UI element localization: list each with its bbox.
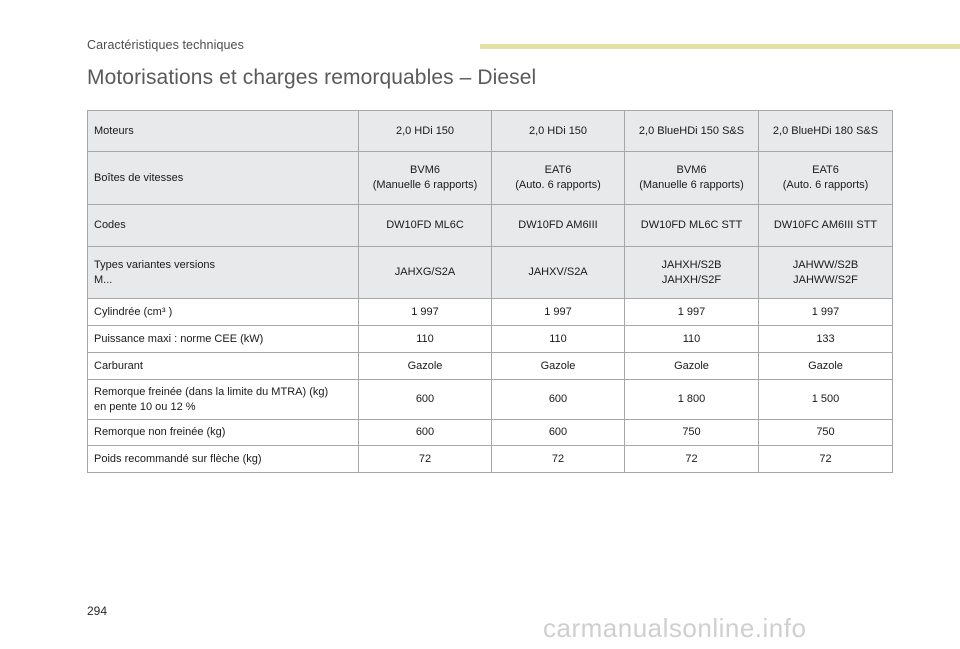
page-number: 294 [87,604,108,618]
table-cell: 133 [758,325,893,353]
table-cell: 72 [358,445,492,473]
table-cell: Gazole [491,352,625,380]
table-row-variants: Types variantes versions M... JAHXG/S2A … [87,246,893,299]
table-cell: BVM6 (Manuelle 6 rapports) [372,164,478,191]
header-accent-bar [480,44,960,49]
table-cell: 600 [358,419,492,446]
table-row-gearboxes: Boîtes de vitesses BVM6 (Manuelle 6 rapp… [87,151,893,205]
row-label: Codes [87,204,359,247]
table-cell: 110 [624,325,759,353]
table-cell: JAHWW/S2B JAHWW/S2F [792,258,859,286]
table-cell: DW10FC AM6III STT [758,204,893,247]
table-cell: 2,0 BlueHDi 180 S&S [758,110,893,152]
table-row-unbraked-trailer: Remorque non freinée (kg) 600 600 750 75… [87,419,893,446]
table-cell: 600 [358,379,492,420]
table-cell: EAT6 (Auto. 6 rapports) [515,164,601,191]
table-row-power: Puissance maxi : norme CEE (kW) 110 110 … [87,325,893,353]
table-row-codes: Codes DW10FD ML6C DW10FD AM6III DW10FD M… [87,204,893,247]
section-title: Caractéristiques techniques [87,38,244,52]
table-cell: 1 800 [624,379,759,420]
row-label: Types variantes versions M... [94,258,216,286]
watermark: carmanualsonline.info [543,613,807,643]
table-cell: 110 [491,325,625,353]
specifications-table: Moteurs 2,0 HDi 150 2,0 HDi 150 2,0 Blue… [87,110,893,473]
table-row-engines: Moteurs 2,0 HDi 150 2,0 HDi 150 2,0 Blue… [87,110,893,152]
table-row-nose-weight: Poids recommandé sur flèche (kg) 72 72 7… [87,445,893,473]
table-cell: JAHXG/S2A [358,246,492,299]
table-cell: 1 500 [758,379,893,420]
table-cell: BVM6 (Manuelle 6 rapports) [639,164,744,191]
table-cell: 2,0 BlueHDi 150 S&S [624,110,759,152]
table-cell: 72 [758,445,893,473]
table-cell: DW10FD ML6C [358,204,492,247]
row-label: Carburant [87,352,359,380]
row-label: Moteurs [87,110,359,152]
table-cell: 750 [758,419,893,446]
table-cell: Gazole [358,352,492,380]
table-cell: EAT6 (Auto. 6 rapports) [782,164,869,191]
table-cell: 600 [491,419,625,446]
table-cell: 2,0 HDi 150 [491,110,625,152]
table-cell: 72 [624,445,759,473]
table-cell: 1 997 [624,298,759,326]
table-row-fuel: Carburant Gazole Gazole Gazole Gazole [87,352,893,380]
table-cell: Gazole [624,352,759,380]
table-cell: 72 [491,445,625,473]
table-cell: JAHXH/S2B JAHXH/S2F [661,258,722,286]
row-label: Puissance maxi : norme CEE (kW) [87,325,359,353]
table-cell: DW10FD ML6C STT [624,204,759,247]
row-label: Poids recommandé sur flèche (kg) [87,445,359,473]
row-label: Boîtes de vitesses [87,151,359,205]
table-cell: 1 997 [758,298,893,326]
table-cell: 110 [358,325,492,353]
row-label: Remorque freinée (dans la limite du MTRA… [94,385,329,413]
row-label: Cylindrée (cm³ ) [87,298,359,326]
table-cell: 1 997 [491,298,625,326]
table-row-displacement: Cylindrée (cm³ ) 1 997 1 997 1 997 1 997 [87,298,893,326]
table-cell: DW10FD AM6III [491,204,625,247]
table-row-braked-trailer: Remorque freinée (dans la limite du MTRA… [87,379,893,420]
table-cell: Gazole [758,352,893,380]
row-label: Remorque non freinée (kg) [87,419,359,446]
table-cell: 2,0 HDi 150 [358,110,492,152]
table-cell: 750 [624,419,759,446]
table-cell: JAHXV/S2A [491,246,625,299]
table-cell: 1 997 [358,298,492,326]
table-cell: 600 [491,379,625,420]
page-title: Motorisations et charges remorquables – … [87,66,537,89]
